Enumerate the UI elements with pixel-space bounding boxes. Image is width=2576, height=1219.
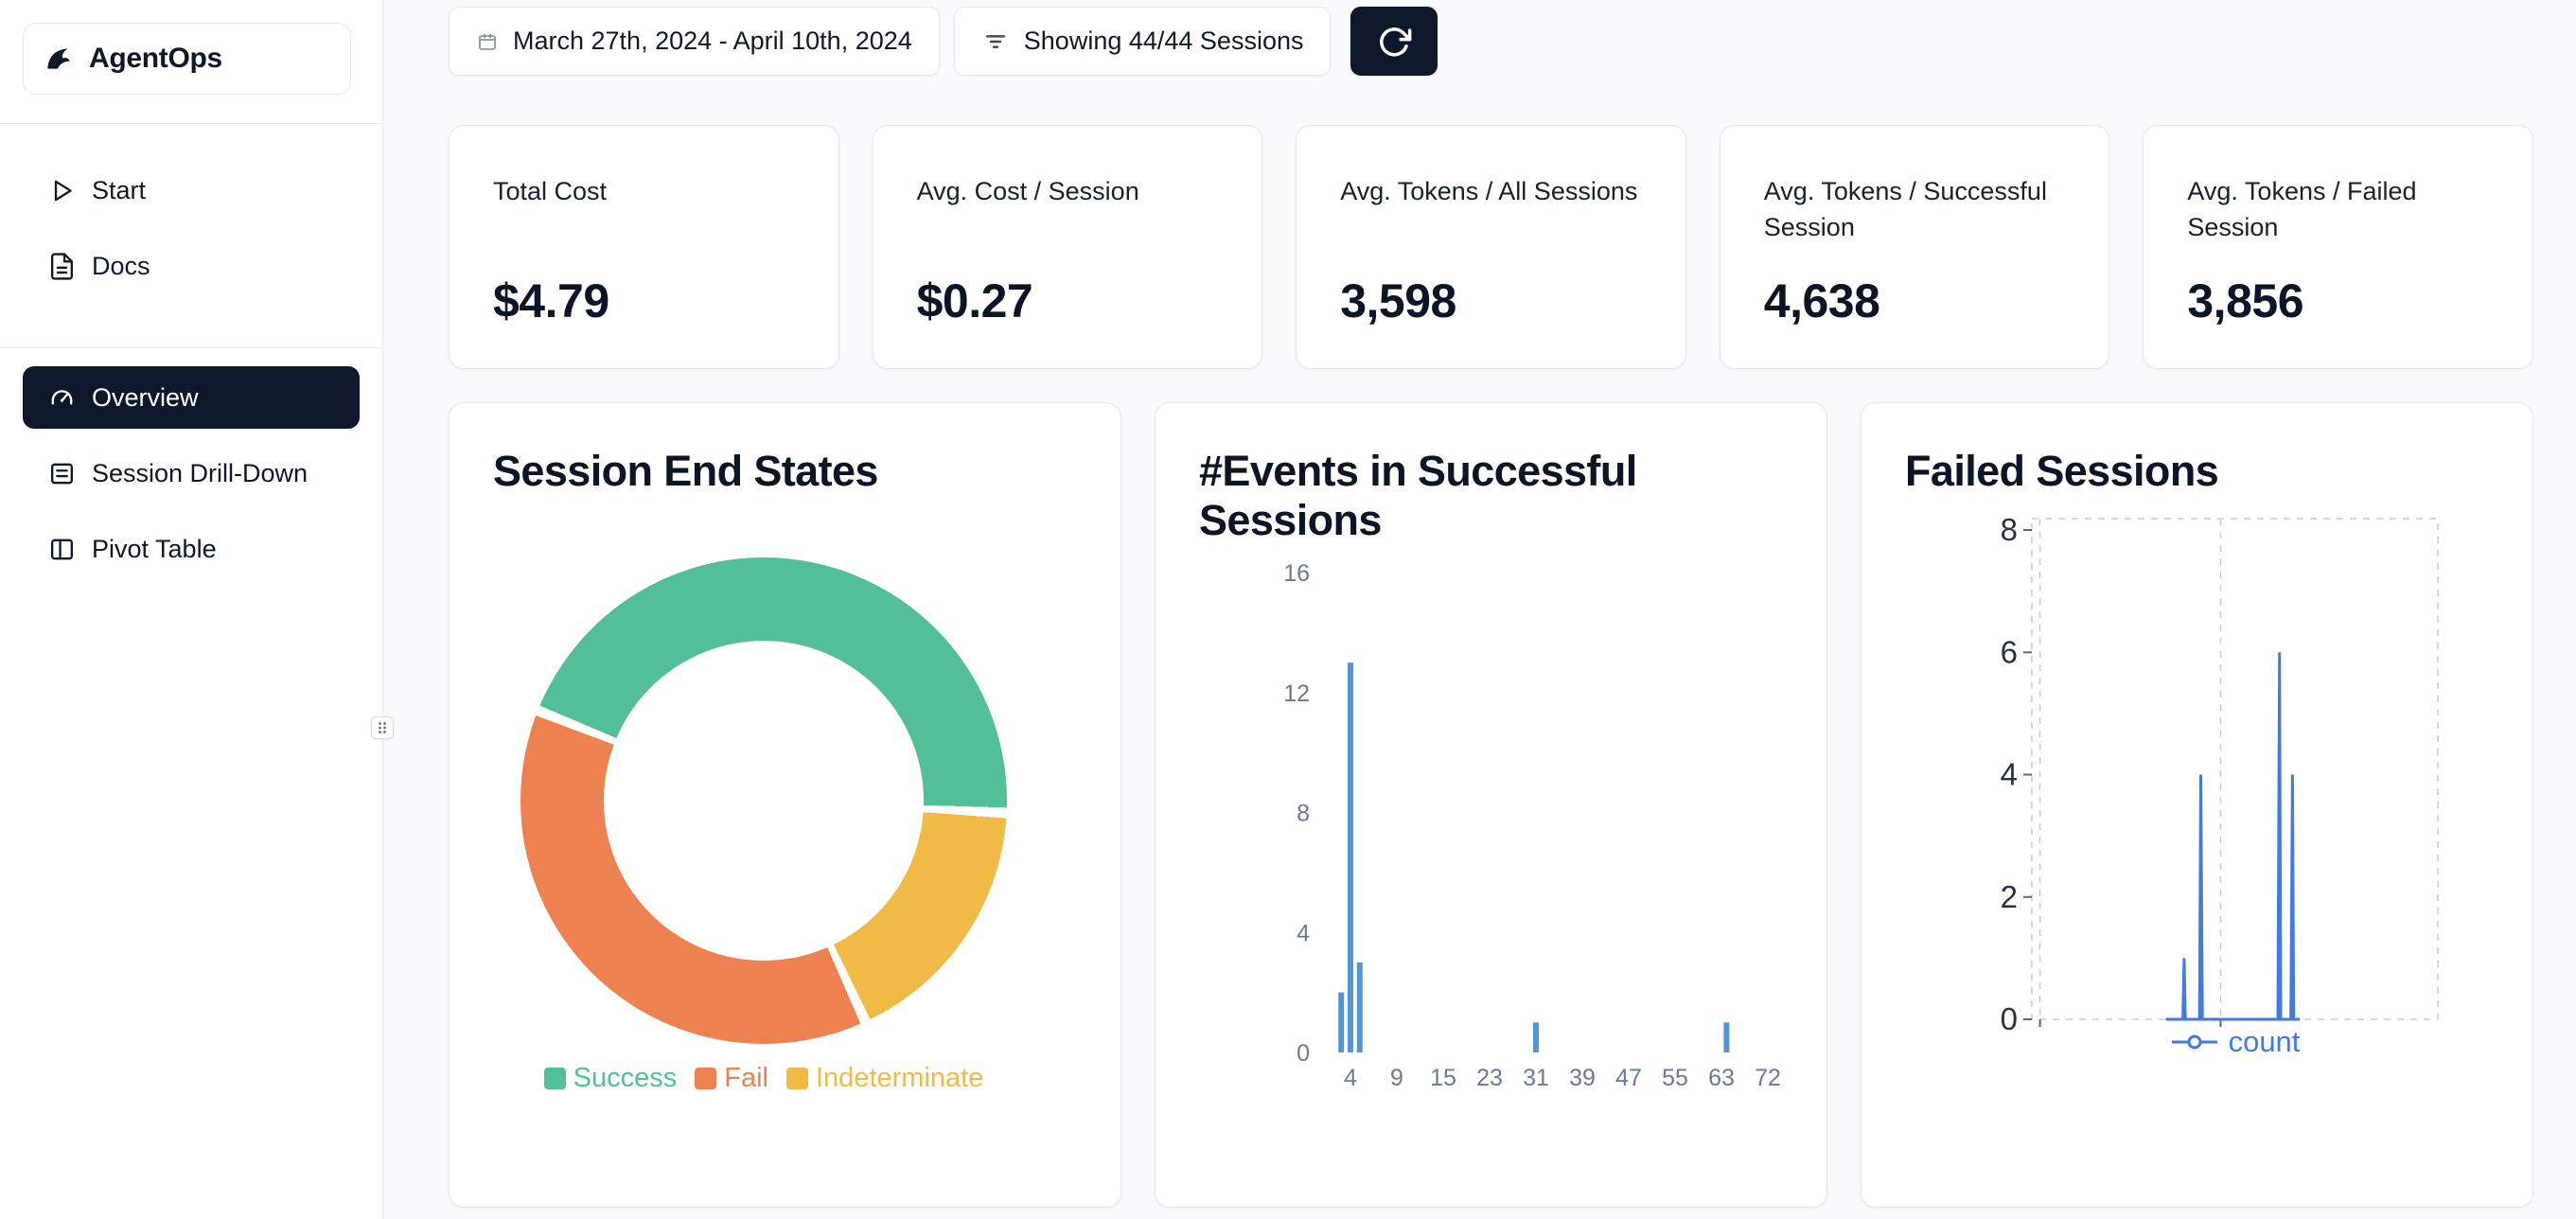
svg-text:16: 16 bbox=[1283, 560, 1310, 587]
svg-text:4: 4 bbox=[2001, 757, 2018, 792]
topbar: March 27th, 2024 - April 10th, 2024 Show… bbox=[449, 7, 1438, 76]
donut-chart[interactable] bbox=[520, 557, 1007, 1044]
list-icon bbox=[51, 463, 73, 484]
date-range-button[interactable]: March 27th, 2024 - April 10th, 2024 bbox=[449, 7, 940, 76]
sidebar-item-overview[interactable]: Overview bbox=[23, 366, 360, 429]
svg-text:8: 8 bbox=[1297, 801, 1310, 827]
sidebar-item-label: Start bbox=[92, 175, 147, 204]
grip-dots-icon bbox=[379, 722, 386, 733]
legend-label: Fail bbox=[724, 1063, 768, 1093]
legend-label: Success bbox=[573, 1063, 678, 1093]
count-series-label: count bbox=[2228, 1025, 2301, 1058]
legend-item-fail[interactable]: Fail bbox=[695, 1063, 768, 1094]
sidebar-item-docs[interactable]: Docs bbox=[23, 235, 360, 297]
sidebar-item-start[interactable]: Start bbox=[23, 159, 360, 221]
stat-card-avg-tokens-failed: Avg. Tokens / Failed Session 3,856 bbox=[2143, 125, 2533, 369]
gauge-icon bbox=[51, 389, 73, 404]
sidebar-resize-handle[interactable] bbox=[371, 716, 394, 739]
date-range-label: March 27th, 2024 - April 10th, 2024 bbox=[513, 26, 912, 55]
svg-text:15: 15 bbox=[1430, 1065, 1456, 1091]
chart-title-session-end-states: Session End States bbox=[493, 447, 878, 495]
svg-text:0: 0 bbox=[2001, 1001, 2018, 1036]
svg-text:55: 55 bbox=[1662, 1065, 1688, 1091]
sidebar: AgentOps Start Docs Overview Session Dri… bbox=[0, 0, 383, 1219]
stat-value: $0.27 bbox=[916, 274, 1033, 327]
legend-label: Indeterminate bbox=[816, 1063, 984, 1093]
events-chart[interactable]: 0 4 8 12 16 4 9 15 23 31 39 47 55 63 72 bbox=[1193, 545, 1799, 1151]
svg-text:12: 12 bbox=[1283, 680, 1310, 707]
svg-text:2: 2 bbox=[2001, 879, 2018, 914]
svg-text:0: 0 bbox=[1297, 1040, 1310, 1067]
events-histogram-card: #Events in Successful Sessions 0 4 8 12 16 4 9… bbox=[1155, 402, 1827, 1208]
sidebar-item-label: Pivot Table bbox=[92, 534, 217, 563]
stat-label: Total Cost bbox=[493, 177, 608, 205]
svg-text:6: 6 bbox=[2001, 634, 2018, 669]
sidebar-nav-views: Overview Session Drill-Down Pivot Table bbox=[0, 366, 382, 580]
calendar-icon bbox=[479, 33, 496, 50]
columns-icon bbox=[51, 539, 73, 559]
sidebar-nav-primary: Start Docs bbox=[0, 159, 382, 297]
main-content: March 27th, 2024 - April 10th, 2024 Show… bbox=[383, 0, 2576, 1219]
stat-label: Avg. Tokens / Failed Session bbox=[2187, 177, 2417, 242]
refresh-icon bbox=[1380, 26, 1412, 56]
sidebar-item-label: Docs bbox=[92, 251, 150, 280]
play-icon bbox=[54, 180, 72, 201]
sidebar-divider bbox=[0, 347, 382, 348]
stat-value: 4,638 bbox=[1763, 274, 1880, 327]
logo[interactable]: AgentOps bbox=[23, 23, 351, 95]
chart-title-events: #Events in Successful Sessions bbox=[1199, 447, 1637, 544]
docs-icon bbox=[51, 252, 73, 280]
sidebar-divider bbox=[0, 123, 382, 124]
sidebar-item-label: Session Drill-Down bbox=[92, 458, 309, 487]
svg-text:63: 63 bbox=[1708, 1065, 1735, 1091]
agentops-logo-icon bbox=[47, 48, 70, 69]
stat-label: Avg. Cost / Session bbox=[916, 177, 1139, 205]
session-filter-label: Showing 44/44 Sessions bbox=[1023, 26, 1304, 55]
legend-item-indeterminate[interactable]: Indeterminate bbox=[786, 1063, 983, 1094]
sidebar-item-pivot-table[interactable]: Pivot Table bbox=[23, 518, 360, 580]
failed-chart[interactable]: 0 2 4 6 8 bbox=[1899, 488, 2524, 1075]
stats-row: Total Cost $4.79 Avg. Cost / Session $0.… bbox=[449, 125, 2533, 369]
svg-text:31: 31 bbox=[1523, 1065, 1549, 1091]
svg-text:47: 47 bbox=[1615, 1065, 1642, 1091]
legend-swatch bbox=[543, 1068, 566, 1089]
chart-title-failed-sessions: Failed Sessions bbox=[1905, 447, 2219, 495]
session-end-states-card: Session End States Success Fail Indetermin… bbox=[449, 402, 1121, 1208]
failed-sessions-card: Failed Sessions 0 2 4 6 8 count bbox=[1861, 402, 2533, 1208]
svg-text:9: 9 bbox=[1390, 1065, 1403, 1091]
refresh-button[interactable] bbox=[1350, 7, 1438, 76]
stat-card-total-cost: Total Cost $4.79 bbox=[449, 125, 839, 369]
filter-icon bbox=[985, 34, 1005, 48]
line-legend[interactable]: count bbox=[2032, 1025, 2438, 1059]
stat-label: Avg. Tokens / All Sessions bbox=[1340, 177, 1638, 205]
stat-value: 3,856 bbox=[2187, 274, 2303, 327]
svg-text:23: 23 bbox=[1476, 1065, 1503, 1091]
stat-card-avg-cost-session: Avg. Cost / Session $0.27 bbox=[872, 125, 1263, 369]
stat-value: 3,598 bbox=[1340, 274, 1456, 327]
sidebar-item-session-drill-down[interactable]: Session Drill-Down bbox=[23, 442, 360, 504]
sidebar-item-label: Overview bbox=[92, 382, 199, 412]
svg-text:4: 4 bbox=[1344, 1065, 1357, 1091]
charts-row: Session End States Success Fail Indetermin… bbox=[449, 402, 2533, 1208]
session-filter-button[interactable]: Showing 44/44 Sessions bbox=[953, 7, 1332, 76]
svg-text:72: 72 bbox=[1755, 1065, 1781, 1091]
svg-text:39: 39 bbox=[1569, 1065, 1596, 1091]
count-series-marker-icon bbox=[2171, 1034, 2217, 1050]
donut-hole bbox=[604, 641, 924, 961]
svg-text:8: 8 bbox=[2001, 512, 2018, 547]
stat-card-avg-tokens-successful: Avg. Tokens / Successful Session 4,638 bbox=[1719, 125, 2110, 369]
stat-card-avg-tokens-all: Avg. Tokens / All Sessions 3,598 bbox=[1296, 125, 1686, 369]
legend-item-success[interactable]: Success bbox=[543, 1063, 678, 1094]
stat-label: Avg. Tokens / Successful Session bbox=[1763, 177, 2047, 242]
app-name: AgentOps bbox=[89, 43, 222, 74]
stat-value: $4.79 bbox=[493, 274, 609, 327]
legend-swatch bbox=[786, 1068, 808, 1089]
svg-text:4: 4 bbox=[1297, 920, 1310, 946]
donut-legend: Success Fail Indeterminate bbox=[520, 1063, 1007, 1094]
legend-swatch bbox=[695, 1068, 717, 1089]
